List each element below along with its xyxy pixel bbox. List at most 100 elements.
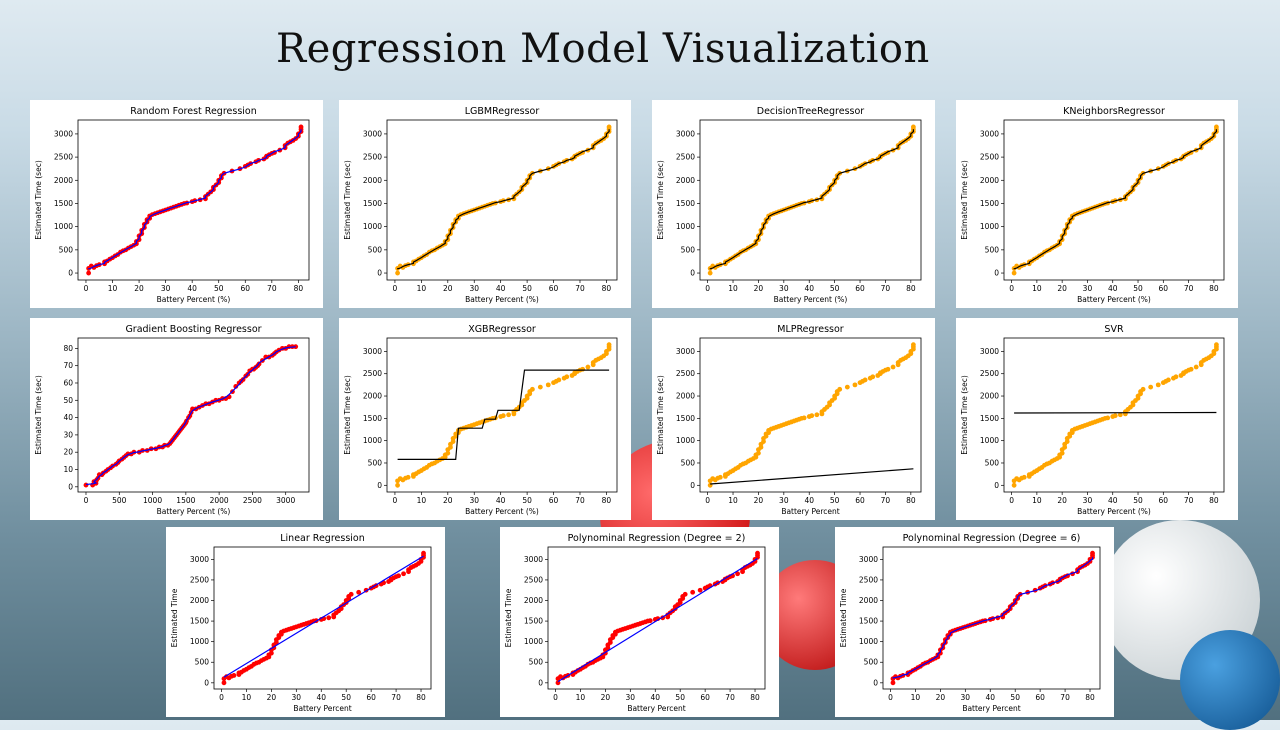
y-tick-label: 2500 (980, 369, 999, 378)
data-point (556, 377, 562, 383)
data-point (885, 366, 891, 372)
x-tick-label: 70 (1184, 496, 1194, 505)
data-point (268, 650, 274, 656)
y-tick-label: 1500 (190, 617, 209, 626)
data-point (697, 587, 703, 593)
data-point (356, 589, 362, 595)
regression-line (1013, 129, 1217, 270)
x-tick-label: 30 (469, 284, 479, 293)
y-tick-label: 2500 (190, 575, 209, 584)
chart-svg: Random Forest Regression 0 10 20 30 40 50 60 70 8… (34, 106, 310, 304)
y-tick-label: 0 (204, 678, 209, 687)
x-tick-label: 50 (830, 284, 840, 293)
data-point (910, 124, 916, 130)
x-tick-label: 80 (906, 284, 916, 293)
data-point (1011, 270, 1017, 276)
x-tick-label: 40 (187, 284, 197, 293)
x-axis-label: Battery Percent (781, 507, 839, 516)
x-tick-label: 40 (316, 693, 326, 702)
x-tick-label: 80 (906, 496, 916, 505)
x-tick-label: 30 (292, 693, 302, 702)
regression-line (709, 129, 914, 270)
data-point (537, 384, 543, 390)
y-tick-label: 3000 (980, 129, 999, 138)
slide-title: Regression Model Visualization (276, 26, 930, 72)
data-point (837, 386, 843, 392)
x-axis-label: Battery Percent (%) (465, 295, 539, 304)
x-tick-label: 20 (267, 693, 277, 702)
y-tick-label: 2500 (363, 369, 382, 378)
x-tick-label: 60 (366, 693, 376, 702)
chart-panel-mlp: MLPRegressor 0 10 20 30 40 50 60 70 80 0 500 1000 150… (652, 318, 935, 520)
x-tick-label: 70 (575, 496, 585, 505)
x-axis-label: Battery Percent (%) (774, 295, 848, 304)
x-tick-label: 40 (650, 693, 660, 702)
x-tick-label: 0 (219, 693, 224, 702)
x-tick-label: 60 (549, 496, 559, 505)
plot-frame (77, 119, 310, 281)
regression-line (88, 129, 302, 270)
x-tick-label: 10 (1032, 496, 1042, 505)
data-point (564, 374, 570, 380)
chart-title: XGBRegressor (468, 324, 536, 335)
x-tick-label: 1500 (176, 496, 195, 505)
chart-title: Random Forest Regression (130, 106, 257, 117)
y-tick-label: 0 (68, 269, 73, 278)
data-point (870, 374, 876, 380)
x-tick-label: 70 (575, 284, 585, 293)
data-point (231, 673, 237, 678)
y-tick-label: 0 (377, 481, 382, 490)
plot-frame (699, 337, 922, 493)
y-axis-label: Estimated Time (504, 588, 513, 647)
data-point (1021, 474, 1027, 480)
x-tick-label: 60 (1159, 496, 1169, 505)
data-point (555, 680, 561, 686)
data-point (396, 573, 401, 579)
chart-panel-poly6: Polynominal Regression (Degree = 6) 0 10 20… (835, 527, 1114, 717)
y-tick-label: 2000 (676, 392, 695, 401)
chart-title: Polynominal Regression (Degree = 2) (568, 533, 746, 544)
x-tick-label: 50 (675, 693, 685, 702)
chart-svg: Linear Regression 0 10 20 30 40 50 60 70 80 0 500 10… (170, 533, 432, 713)
x-tick-label: 10 (417, 496, 427, 505)
x-tick-label: 30 (1083, 496, 1093, 505)
y-tick-label: 1500 (524, 617, 543, 626)
data-point (801, 415, 807, 421)
x-tick-label: 70 (1060, 693, 1070, 702)
y-tick-label: 500 (368, 458, 383, 467)
y-tick-label: 0 (377, 269, 382, 278)
x-tick-label: 0 (1009, 284, 1014, 293)
x-tick-label: 0 (553, 693, 558, 702)
x-tick-label: 20 (443, 284, 453, 293)
data-point (530, 386, 535, 392)
data-point (852, 382, 858, 388)
y-axis-label: Estimated Time (sec) (960, 160, 969, 240)
y-tick-label: 70 (63, 361, 73, 370)
x-tick-label: 80 (602, 496, 612, 505)
y-axis-label: Estimated Time (sec) (960, 375, 969, 455)
x-axis-label: Battery Percent (%) (157, 507, 231, 516)
x-tick-label: 30 (469, 496, 479, 505)
y-tick-label: 30 (63, 430, 73, 439)
y-tick-label: 2500 (859, 575, 878, 584)
y-tick-label: 60 (63, 378, 73, 387)
x-tick-label: 40 (804, 496, 814, 505)
chart-panel-random-forest: Random Forest Regression 0 10 20 30 40 50 60 70 8… (30, 100, 323, 308)
background-molecule-ball (1180, 630, 1280, 730)
y-tick-label: 2000 (859, 596, 878, 605)
y-tick-label: 2000 (980, 392, 999, 401)
y-tick-label: 50 (63, 396, 73, 405)
x-axis-label: Battery Percent (%) (465, 507, 539, 516)
regression-line (710, 468, 914, 485)
y-tick-label: 2000 (524, 596, 543, 605)
data-point (585, 364, 591, 370)
y-tick-label: 2500 (363, 153, 382, 162)
y-tick-label: 500 (681, 458, 696, 467)
x-tick-label: 30 (626, 693, 636, 702)
data-point (1214, 342, 1219, 348)
y-tick-label: 1500 (363, 414, 382, 423)
x-tick-label: 10 (576, 693, 586, 702)
x-tick-label: 60 (1035, 693, 1045, 702)
data-point (1214, 124, 1219, 130)
chart-title: LGBMRegressor (465, 106, 540, 117)
